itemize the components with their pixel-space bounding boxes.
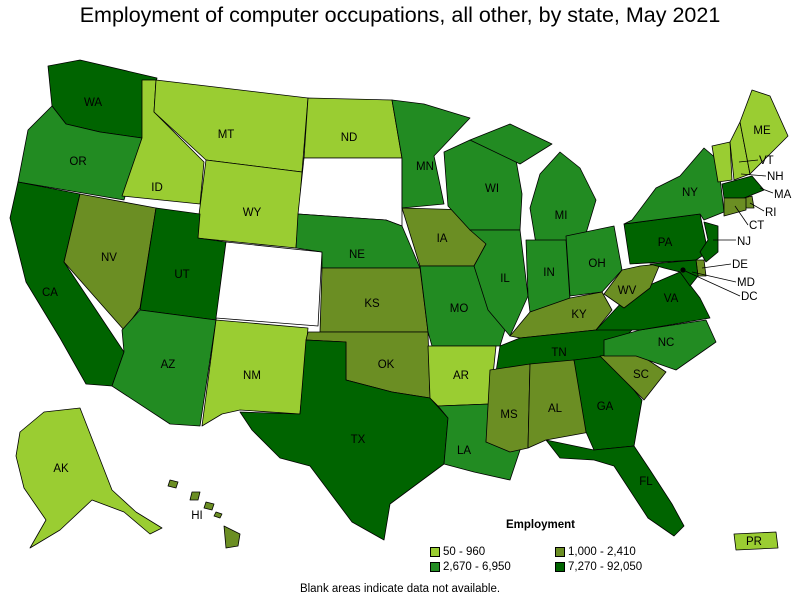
label-CA: CA	[42, 287, 58, 299]
label-DC: DC	[741, 291, 758, 303]
state-HI5[interactable]	[213, 511, 223, 519]
state-IL[interactable]	[469, 229, 529, 337]
label-AR: AR	[453, 370, 469, 382]
label-NH: NH	[767, 171, 784, 183]
label-PR: PR	[746, 536, 762, 548]
label-WA: WA	[84, 97, 102, 109]
label-HI: HI	[191, 510, 203, 522]
label-IN: IN	[543, 267, 555, 279]
label-MT: MT	[218, 129, 235, 141]
label-UT: UT	[174, 269, 189, 281]
label-NV: NV	[101, 252, 117, 264]
state-CO[interactable]	[215, 241, 323, 327]
state-AL[interactable]	[527, 359, 591, 449]
label-TN: TN	[551, 347, 566, 359]
label-VT: VT	[759, 155, 774, 167]
legend-swatch-4	[555, 562, 565, 572]
state-ND[interactable]	[303, 97, 403, 159]
state-TX[interactable]	[239, 339, 449, 541]
state-OH[interactable]	[565, 225, 623, 297]
state-HI[interactable]	[223, 525, 241, 549]
label-TX: TX	[351, 434, 366, 446]
state-PR[interactable]	[733, 531, 779, 551]
state-ME[interactable]	[739, 89, 789, 175]
label-MI: MI	[555, 210, 568, 222]
label-RI: RI	[765, 207, 777, 219]
state-MI[interactable]	[529, 151, 597, 245]
map-title: Employment of computer occupations, all …	[79, 3, 721, 27]
state-HI4[interactable]	[167, 479, 179, 489]
legend-item-4: 7,270 - 92,050	[555, 561, 642, 573]
label-MA: MA	[774, 189, 792, 201]
legend-swatch-2	[555, 547, 565, 557]
label-CT: CT	[749, 220, 764, 232]
label-IA: IA	[437, 233, 448, 245]
state-AK[interactable]	[15, 407, 163, 549]
label-NE: NE	[349, 249, 365, 261]
legend-label-2: 1,000 - 2,410	[568, 546, 636, 558]
label-KS: KS	[364, 298, 380, 310]
label-DE: DE	[732, 259, 748, 271]
legend-swatch-1	[430, 547, 440, 557]
leader-lines	[682, 159, 774, 297]
label-NM: NM	[243, 370, 261, 382]
state-labels: WA OR CA NV ID MT WY UT AZ NM ND NE KS O…	[42, 97, 792, 548]
legend-label-4: 7,270 - 92,050	[568, 561, 643, 573]
state-WY[interactable]	[195, 159, 303, 249]
label-OK: OK	[378, 359, 395, 371]
legend-item-2: 1,000 - 2,410	[555, 546, 636, 558]
label-NC: NC	[658, 337, 675, 349]
label-NY: NY	[682, 187, 698, 199]
state-NJ[interactable]	[699, 221, 719, 263]
label-OH: OH	[588, 258, 605, 270]
state-MD[interactable]	[649, 259, 699, 287]
label-AK: AK	[53, 463, 69, 475]
label-MN: MN	[416, 161, 434, 173]
legend-item-1: 50 - 960	[430, 546, 485, 558]
label-WI: WI	[485, 183, 499, 195]
label-ID: ID	[151, 182, 163, 194]
state-HI3[interactable]	[203, 501, 215, 511]
label-KY: KY	[571, 309, 587, 321]
legend-label-1: 50 - 960	[443, 546, 486, 558]
label-OR: OR	[69, 156, 86, 168]
label-AZ: AZ	[161, 359, 176, 371]
legend-item-3: 2,670 - 6,950	[430, 561, 511, 573]
state-MI2[interactable]	[469, 123, 553, 165]
state-CT[interactable]	[723, 197, 747, 217]
label-GA: GA	[597, 401, 614, 413]
legend-swatch-3	[430, 562, 440, 572]
state-NM[interactable]	[201, 319, 309, 427]
label-WV: WV	[618, 285, 637, 297]
label-ME: ME	[753, 125, 771, 137]
label-VA: VA	[664, 293, 679, 305]
label-WY: WY	[243, 207, 262, 219]
legend-title: Employment	[506, 519, 576, 531]
legend-label-3: 2,670 - 6,950	[443, 561, 511, 573]
footnote: Blank areas indicate data not available.	[299, 583, 501, 595]
label-FL: FL	[639, 476, 653, 488]
label-ND: ND	[341, 132, 358, 144]
state-NY[interactable]	[623, 147, 725, 225]
label-PA: PA	[658, 237, 673, 249]
state-HI2[interactable]	[189, 491, 201, 501]
state-VT[interactable]	[711, 141, 733, 183]
label-MS: MS	[500, 409, 518, 421]
label-IL: IL	[500, 273, 510, 285]
label-AL: AL	[548, 403, 563, 415]
state-FL[interactable]	[545, 439, 685, 537]
label-MD: MD	[737, 277, 755, 289]
state-MN[interactable]	[391, 99, 471, 209]
label-MO: MO	[450, 303, 469, 315]
label-SC: SC	[633, 369, 649, 381]
label-LA: LA	[457, 445, 471, 457]
label-NJ: NJ	[737, 236, 751, 248]
state-MS[interactable]	[485, 363, 531, 453]
state-MA[interactable]	[721, 175, 765, 199]
